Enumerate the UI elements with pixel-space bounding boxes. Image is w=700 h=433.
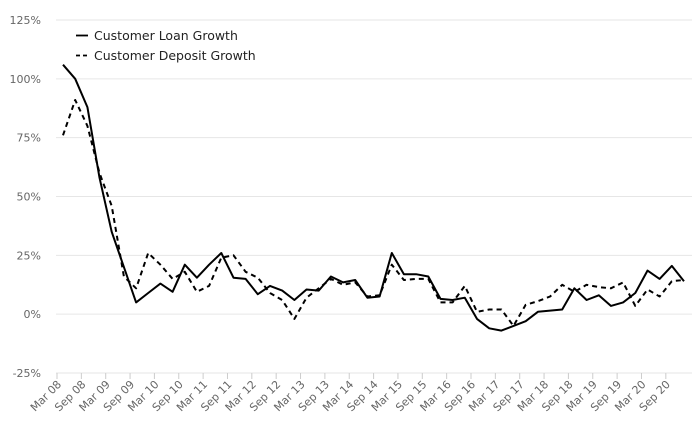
legend: Customer Loan Growth Customer Deposit Gr… xyxy=(76,28,256,63)
y-tick-label: 100% xyxy=(10,73,41,86)
legend-item-deposit: Customer Deposit Growth xyxy=(76,48,256,63)
y-tick-label: -25% xyxy=(13,367,41,380)
y-tick-label: 0% xyxy=(24,308,41,321)
legend-label-loan: Customer Loan Growth xyxy=(94,28,238,43)
gridlines xyxy=(56,19,692,374)
y-tick-label: 75% xyxy=(17,132,41,145)
y-tick-label: 50% xyxy=(17,191,41,204)
legend-label-deposit: Customer Deposit Growth xyxy=(94,48,256,63)
series-line-deposit-growth xyxy=(62,99,685,327)
legend-item-loan: Customer Loan Growth xyxy=(76,28,238,43)
y-axis-tick-labels: 125% 100% 75% 50% 25% 0% -25% xyxy=(10,14,41,380)
series-lines xyxy=(62,64,685,332)
series-line-loan-growth xyxy=(62,64,685,332)
y-tick-label: 25% xyxy=(17,249,41,262)
y-tick-label: 125% xyxy=(10,14,41,27)
